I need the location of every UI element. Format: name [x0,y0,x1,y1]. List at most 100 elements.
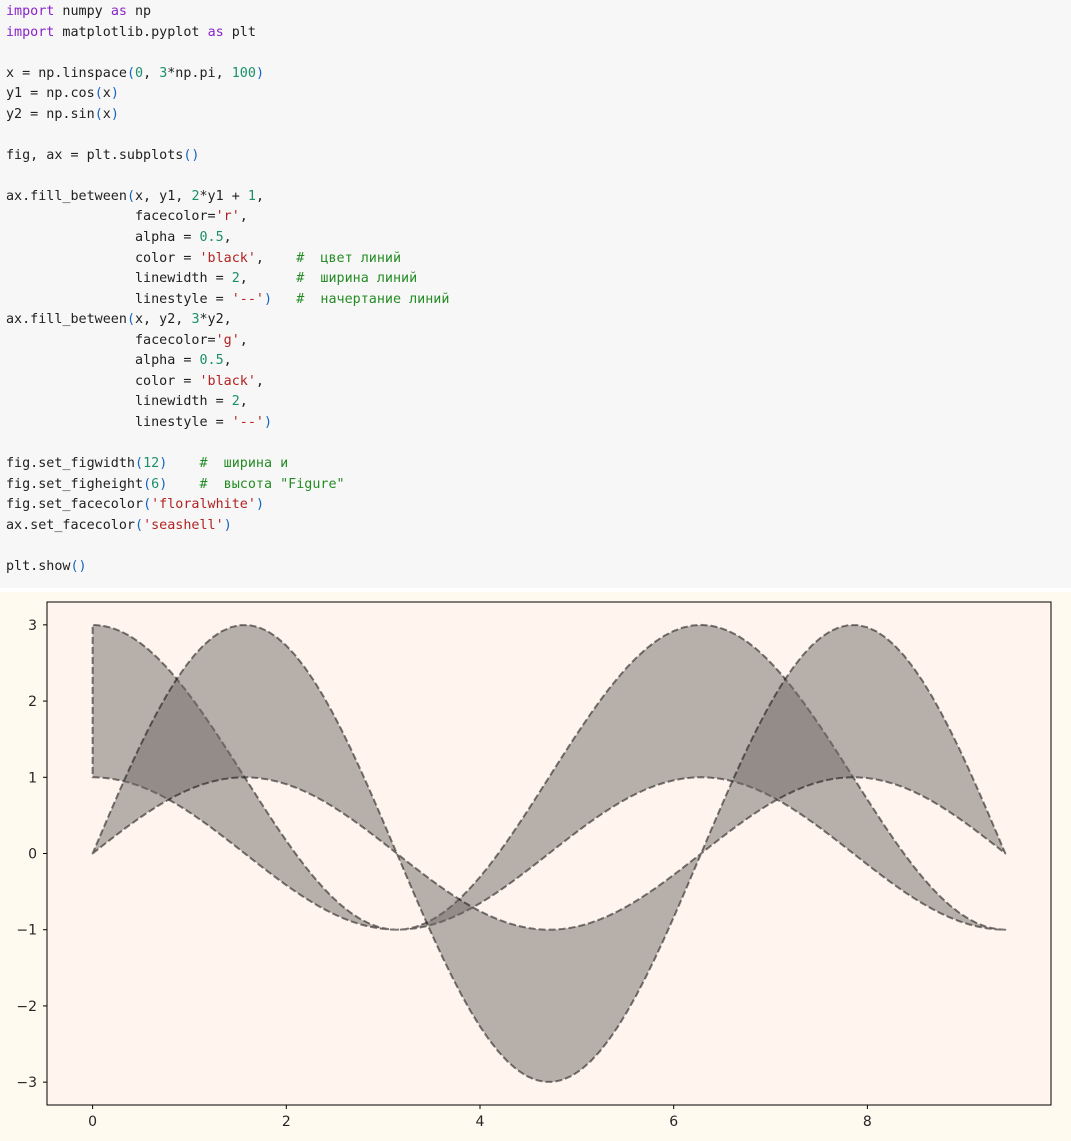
code-token: ax.fill_between [6,312,127,328]
code-token: 'r' [215,209,240,225]
code-token: ( [126,188,135,204]
code-line: color = 'black', [6,372,449,393]
code-token: , [143,65,160,81]
code-line: linestyle = '--') # начертание линий [6,290,449,311]
code-token: '--' [231,414,264,430]
code-token: # начертание линий [296,291,450,307]
code-token: ) [263,291,273,307]
code-token: 0 [135,65,144,81]
code-token: , [223,230,232,246]
code-line [6,536,449,557]
code-line: linestyle = '--') [6,413,449,434]
code-token: 3 [191,312,200,328]
code-token: numpy [54,4,111,19]
code-line: facecolor='r', [6,207,449,228]
code-token: '--' [231,291,264,307]
code-token: color = [6,250,200,266]
output-area: 0 2 4 6 8 3 2 1 0 −1 −2 −3 [0,592,1071,1141]
code-token: 'black' [199,250,256,266]
code-token: , [239,394,248,410]
x-tick-label: 4 [476,1114,485,1130]
x-tick-label: 2 [282,1114,291,1130]
code-token: ( [143,476,152,492]
y-tick-label: −2 [16,999,37,1015]
code-token: x [102,86,111,102]
code-token: ( [126,65,135,81]
code-token: ) [255,65,264,81]
code-token: 2 [231,271,240,287]
code-token: *np.pi, [167,65,232,81]
x-tick-label: 8 [863,1114,872,1130]
x-tick-label: 0 [88,1114,97,1130]
code-token: 3 [159,65,168,81]
code-token: , [223,353,232,369]
code-token: facecolor= [6,332,216,348]
code-line: linewidth = 2, [6,392,449,413]
code-token: x = np.linspace [6,65,127,81]
code-line: y1 = np.cos(x) [6,84,449,105]
code-token: x, y1, [135,188,192,204]
y-tick-label: 2 [28,694,37,710]
code-token: ) [223,517,232,533]
code-token: linewidth = [6,271,232,287]
code-token: *y2, [199,312,232,328]
y-tick-label: −1 [16,923,37,939]
code-token: , [239,271,297,287]
code-token: plt.show [6,558,71,574]
code-token: 'floralwhite' [151,497,256,513]
code-line: import matplotlib.pyplot as plt [6,23,449,44]
code-token: y1 = np.cos [6,86,95,102]
code-line: fig.set_figheight(6) # высота "Figure" [6,475,449,496]
code-token: 0.5 [199,353,224,369]
code-token: fig.set_figwidth [6,456,135,472]
code-token: , [239,209,248,225]
code-token: alpha = [6,230,200,246]
code-token: , [255,188,264,204]
code-line: alpha = 0.5, [6,228,449,249]
code-token: ) [110,106,119,122]
x-tick-label: 6 [669,1114,678,1130]
code-token: # ширина и [199,456,289,472]
code-block[interactable]: import numpy as np import matplotlib.pypl… [6,2,449,577]
code-token: # цвет линий [296,250,402,266]
code-line: facecolor='g', [6,331,449,352]
code-token: 6 [151,476,160,492]
code-token: 'seashell' [143,517,224,533]
code-token: x, y2, [135,312,192,328]
code-token: 2 [231,394,240,410]
code-cell[interactable]: import numpy as np import matplotlib.pypl… [0,0,1071,588]
code-token: ) [159,476,168,492]
code-token: 'g' [215,332,240,348]
code-token: ( [143,497,152,513]
code-token: () [70,558,87,574]
code-line: plt.show() [6,557,449,578]
code-token: x [102,106,111,122]
code-line: y2 = np.sin(x) [6,105,449,126]
code-token: 1 [247,188,256,204]
code-token: ) [110,86,119,102]
code-token: linewidth = [6,394,232,410]
code-token: plt [223,24,256,40]
code-line [6,166,449,187]
code-token: y2 = np.sin [6,106,95,122]
code-token: () [183,147,200,163]
code-token [167,456,199,471]
code-token: import [6,24,55,40]
code-line: linewidth = 2, # ширина линий [6,269,449,290]
code-token: # ширина линий [296,271,418,287]
code-line: ax.fill_between(x, y1, 2*y1 + 1, [6,187,449,208]
code-line: fig.set_facecolor('floralwhite') [6,495,449,516]
code-token: fig.set_facecolor [6,497,144,513]
fill-region-series-2 [91,624,1007,1083]
code-token: ) [255,497,264,513]
code-token: ( [126,312,135,328]
y-tick-label: −3 [16,1075,37,1091]
code-token: ( [135,456,144,472]
y-tick-label: 0 [28,847,37,863]
code-token: 12 [143,456,160,472]
code-token: linestyle = [6,291,232,307]
code-line [6,433,449,454]
code-token: *y1 + [199,188,248,204]
code-line: ax.fill_between(x, y2, 3*y2, [6,310,449,331]
code-token: ( [94,106,103,122]
